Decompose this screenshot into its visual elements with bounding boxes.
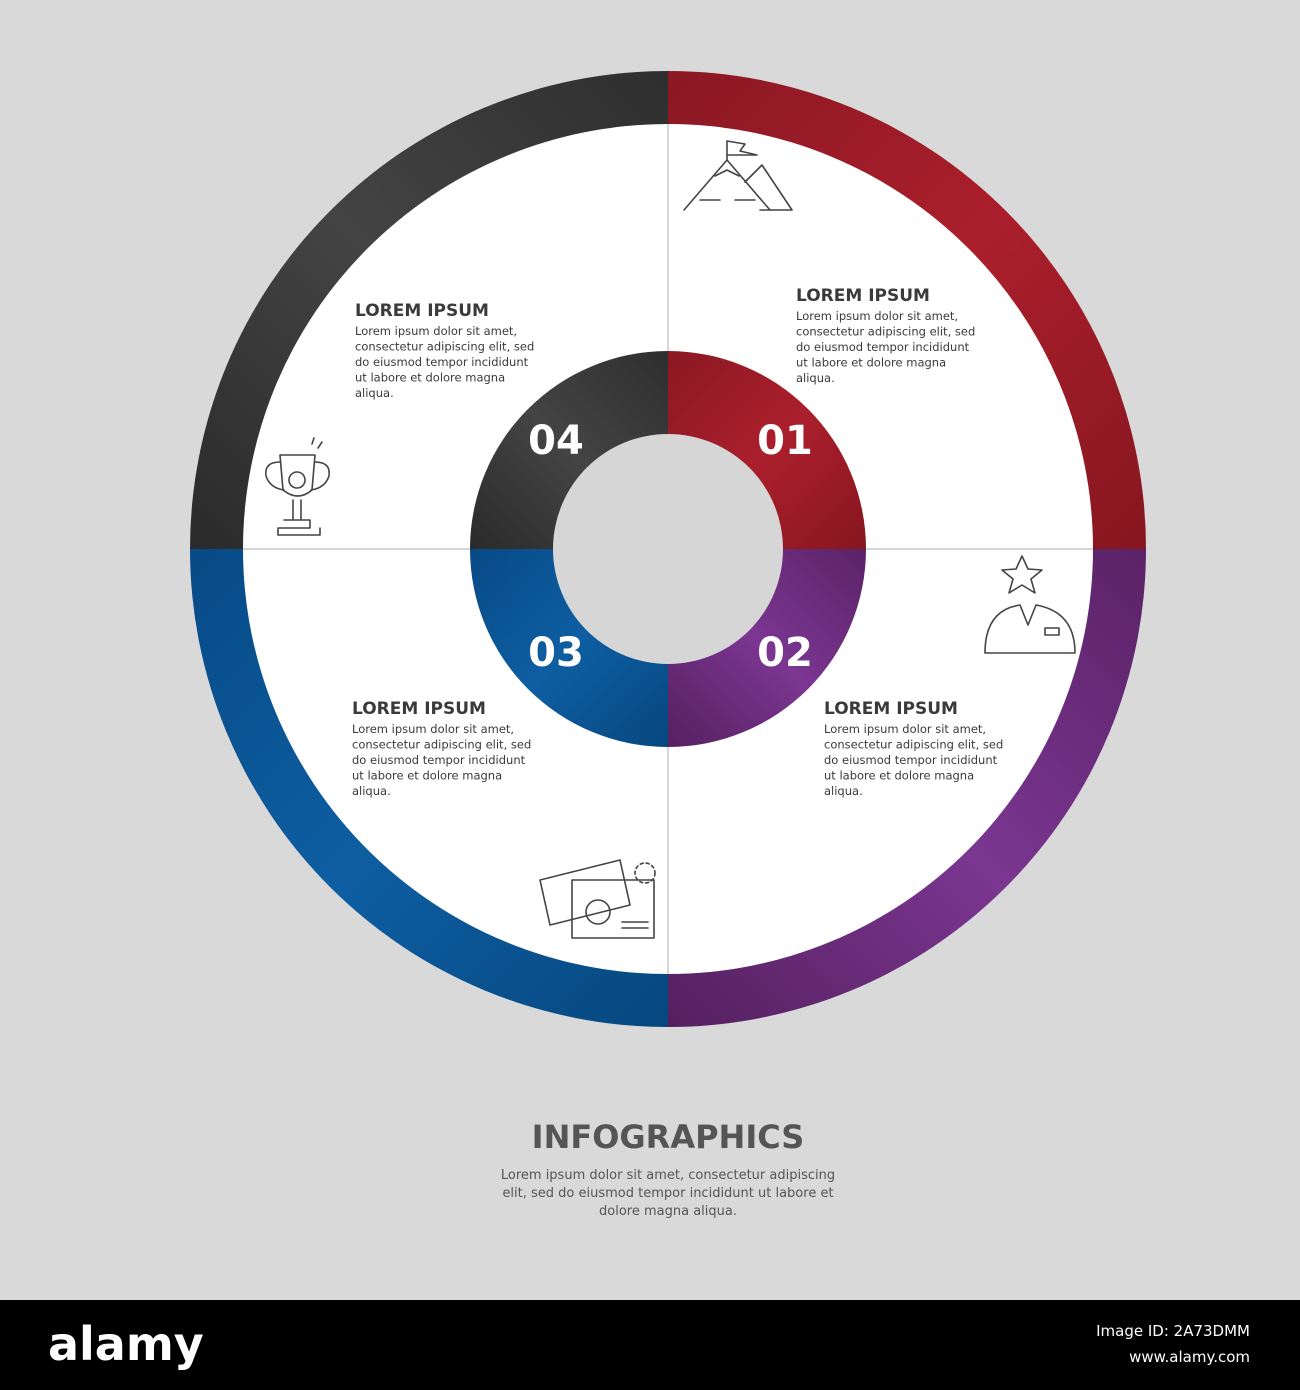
step-number: 01 — [757, 418, 813, 464]
section-body-line: Lorem ipsum dolor sit amet, — [352, 722, 514, 736]
image-id: Image ID: 2A73DMM — [1096, 1322, 1250, 1340]
section-body-line: do eiusmod tempor incididunt — [796, 340, 970, 354]
section-body-line: consectetur adipiscing elit, sed — [824, 738, 1003, 752]
watermark-bar — [0, 1300, 1300, 1390]
watermark-url: www.alamy.com — [1129, 1348, 1250, 1366]
watermark-brand: alamy — [48, 1317, 204, 1371]
footer-body-line: Lorem ipsum dolor sit amet, consectetur … — [501, 1168, 835, 1183]
footer-body-line: elit, sed do eiusmod tempor incididunt u… — [502, 1186, 833, 1201]
section-body-line: aliqua. — [824, 784, 863, 798]
section-bodies: Lorem ipsum dolor sit amet, consectetur a… — [352, 309, 1003, 798]
section-body-line: consectetur adipiscing elit, sed — [355, 340, 534, 354]
section-body-line: aliqua. — [796, 371, 835, 385]
footer-body: Lorem ipsum dolor sit amet, consectetur … — [501, 1168, 835, 1219]
mountain-icon — [683, 140, 793, 211]
money-icon — [539, 859, 656, 939]
section-title: LOREM IPSUM — [352, 699, 486, 719]
section-body-line: do eiusmod tempor incididunt — [355, 355, 529, 369]
section-body-line: aliqua. — [355, 386, 394, 400]
trophy-icon — [264, 437, 331, 536]
section-body-line: ut labore et dolore magna — [352, 769, 502, 783]
section-body-line: Lorem ipsum dolor sit amet, — [824, 722, 986, 736]
section-title: LOREM IPSUM — [824, 699, 958, 719]
section-body-line: consectetur adipiscing elit, sed — [796, 325, 975, 339]
footer-body-line: dolore magna aliqua. — [599, 1204, 737, 1219]
step-number: 02 — [757, 630, 813, 676]
section-title: LOREM IPSUM — [796, 286, 930, 306]
section-body-line: consectetur adipiscing elit, sed — [352, 738, 531, 752]
star-person-icon — [984, 555, 1076, 654]
section-body-line: do eiusmod tempor incididunt — [352, 753, 526, 767]
section-body-line: ut labore et dolore magna — [355, 371, 505, 385]
section-body-line: do eiusmod tempor incididunt — [824, 753, 998, 767]
footer-title: INFOGRAPHICS — [532, 1118, 805, 1156]
section-body-line: ut labore et dolore magna — [796, 356, 946, 370]
section-body-line: Lorem ipsum dolor sit amet, — [796, 309, 958, 323]
step-number: 04 — [528, 418, 584, 464]
section-title: LOREM IPSUM — [355, 301, 489, 321]
section-body-line: Lorem ipsum dolor sit amet, — [355, 324, 517, 338]
section-body-line: ut labore et dolore magna — [824, 769, 974, 783]
section-body-line: aliqua. — [352, 784, 391, 798]
center-hole — [553, 434, 783, 664]
step-number: 03 — [528, 630, 584, 676]
